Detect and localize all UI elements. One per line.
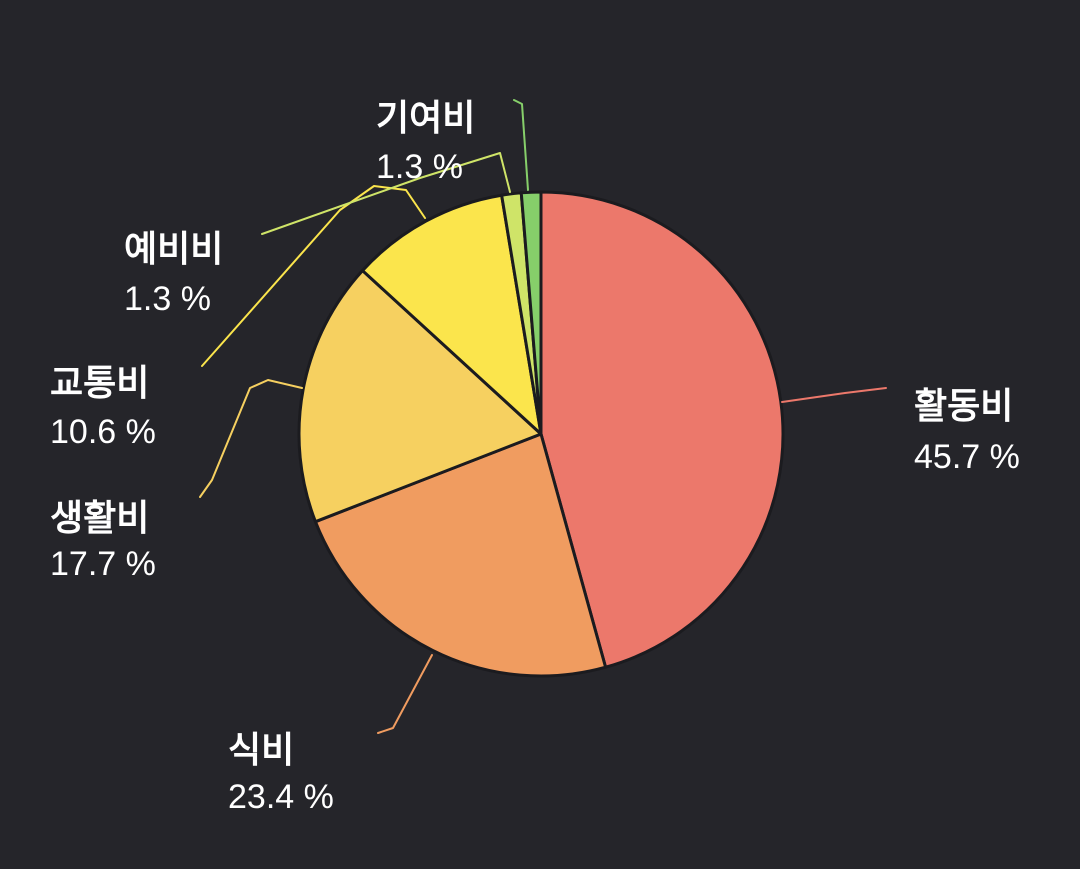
pie-slice-6 [519,190,543,436]
slice-label-3: 생활비 [50,498,149,539]
pie-slice-3 [297,269,543,524]
slice-label-5: 예비비 [124,229,223,270]
slice-percent-2: 23.4 % [228,778,334,816]
leader-line-1 [781,387,887,403]
slice-percent-4: 10.6 % [50,413,156,451]
pie-slices [297,190,785,678]
pie-slice-1 [539,190,785,669]
leader-lines [199,99,887,734]
slice-percent-6: 1.3 % [376,148,463,186]
leader-line-3 [199,379,303,498]
slice-labels: 활동비 45.7 % 식비 23.4 % 생활비 17.7 % 교통비 10.6 % 예비비 1.… [50,98,1020,816]
slice-percent-1: 45.7 % [914,438,1020,476]
leader-line-4 [201,185,426,367]
slice-percent-5: 1.3 % [124,280,211,318]
leader-line-6 [513,99,529,191]
slice-percent-3: 17.7 % [50,545,156,583]
leader-line-2 [377,654,433,734]
slice-label-4: 교통비 [50,363,149,404]
leader-line-5 [261,152,511,235]
slice-label-6: 기여비 [376,98,475,139]
slice-label-1: 활동비 [914,386,1013,427]
pie-slice-4 [361,193,543,436]
slice-label-2: 식비 [228,730,294,771]
